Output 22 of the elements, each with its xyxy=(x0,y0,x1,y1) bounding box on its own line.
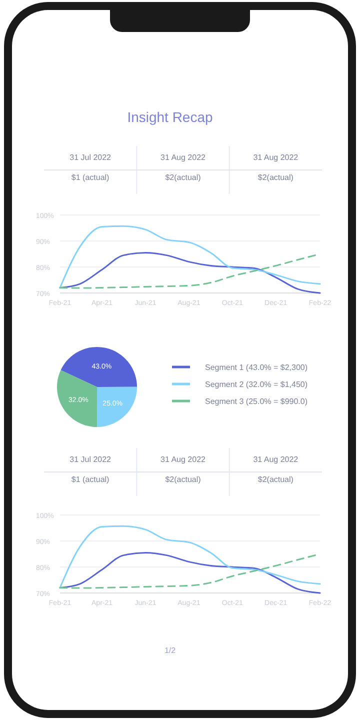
text: $2(actual) xyxy=(165,475,202,484)
text: 31 Aug 2022 xyxy=(253,153,299,162)
legend-label: Segment 2 (32.0% = $1,450) xyxy=(205,380,308,389)
pie-slice xyxy=(60,347,137,387)
text: 31 Aug 2022 xyxy=(253,455,299,464)
text: $1 (actual) xyxy=(71,475,110,484)
text: $2(actual) xyxy=(258,173,294,182)
line-series xyxy=(59,225,321,289)
text: $1 (actual) xyxy=(71,173,110,182)
text: 31 Jul 2022 xyxy=(70,455,112,464)
pie-slice xyxy=(57,370,98,427)
text: Insight Recap xyxy=(127,109,214,125)
legend-label: Segment 1 (43.0% = $2,300) xyxy=(205,363,308,372)
line-series xyxy=(59,525,321,589)
text: $2(actual) xyxy=(165,173,202,182)
legend-label: Segment 3 (25.0% = $990.0) xyxy=(205,397,308,406)
text: 1/2 xyxy=(164,646,176,655)
text: $2(actual) xyxy=(258,475,294,484)
text: 31 Aug 2022 xyxy=(160,455,206,464)
text: 31 Aug 2022 xyxy=(160,153,206,162)
pie-slice xyxy=(97,386,137,427)
text: 31 Jul 2022 xyxy=(70,153,112,162)
